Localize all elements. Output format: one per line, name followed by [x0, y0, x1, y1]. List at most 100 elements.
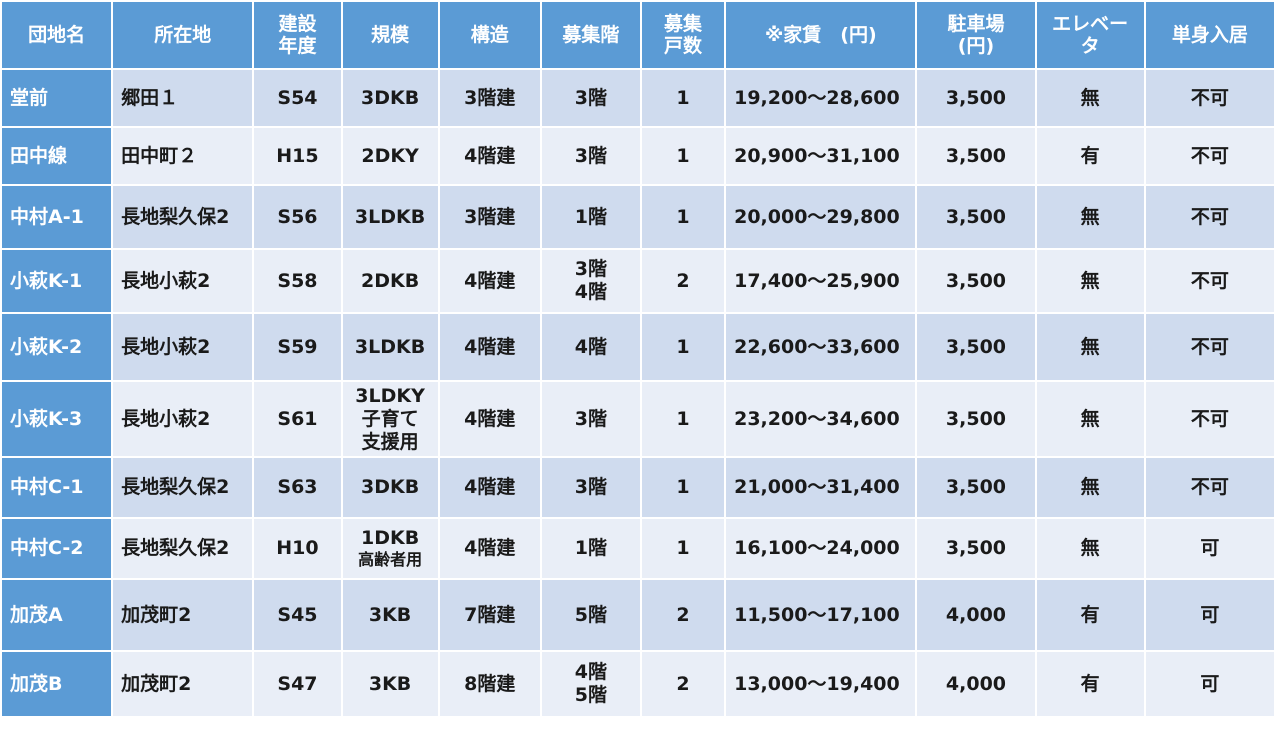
- estate-name-cell: 小萩K-1: [2, 250, 112, 312]
- rent-cell: 22,600～33,600: [726, 314, 916, 380]
- location-cell: 長地小萩2: [113, 250, 253, 312]
- size-cell-line: 3DKB: [360, 86, 420, 109]
- size-cell: 3DKB: [342, 70, 438, 126]
- floor-cell: 4階 5階: [541, 652, 640, 716]
- floor-cell-line: 3階: [574, 86, 607, 109]
- units-cell: 1: [641, 70, 725, 126]
- parking-cell: 3,500: [917, 519, 1035, 578]
- estate-name-cell: 小萩K-2: [2, 314, 112, 380]
- header-parking-line: 駐車場: [947, 13, 1005, 35]
- size-cell: 3LDKB: [342, 314, 438, 380]
- built-year-cell: S61: [254, 382, 341, 456]
- size-cell-line: 3LDKB: [354, 335, 426, 358]
- single-occupancy-cell: 不可: [1145, 186, 1274, 248]
- elevator-cell: 無: [1036, 314, 1144, 380]
- header-size: 規模: [342, 2, 438, 68]
- table-row: 小萩K-1 長地小萩2 S58 2DKB 4階建 3階 4階 2 17,400～25,900 3,…: [2, 250, 1274, 312]
- structure-cell: 4階建: [439, 382, 540, 456]
- floor-cell: 5階: [541, 580, 640, 650]
- structure-cell: 4階建: [439, 250, 540, 312]
- rent-cell: 20,900～31,100: [726, 128, 916, 184]
- rent-cell: 16,100～24,000: [726, 519, 916, 578]
- floor-cell: 3階: [541, 458, 640, 517]
- location-cell: 長地小萩2: [113, 382, 253, 456]
- units-cell: 1: [641, 128, 725, 184]
- estate-name-cell: 中村C-2: [2, 519, 112, 578]
- size-cell-line: 子育て: [361, 407, 419, 430]
- elevator-cell: 有: [1036, 128, 1144, 184]
- floor-cell: 1階: [541, 519, 640, 578]
- header-built-line: 年度: [278, 35, 317, 57]
- size-cell-line: 高齢者用: [358, 550, 423, 569]
- floor-cell-line: 4階: [574, 335, 607, 358]
- size-cell-line: 3LDKY: [355, 384, 425, 407]
- location-cell: 長地梨久保2: [113, 186, 253, 248]
- size-cell-line: 3KB: [368, 672, 412, 695]
- location-cell: 田中町２: [113, 128, 253, 184]
- floor-cell-line: 3階: [574, 258, 607, 280]
- rent-cell: 13,000～19,400: [726, 652, 916, 716]
- parking-cell: 3,500: [917, 186, 1035, 248]
- estate-name-cell: 堂前: [2, 70, 112, 126]
- units-cell: 1: [641, 314, 725, 380]
- floor-cell-line: 4階: [574, 281, 607, 303]
- floor-cell-line: 4階: [574, 661, 607, 683]
- parking-cell: 3,500: [917, 382, 1035, 456]
- floor-cell-line: 3階: [574, 144, 607, 167]
- header-rent: ※家賃 (円): [726, 2, 916, 68]
- location-cell: 長地梨久保2: [113, 519, 253, 578]
- header-structure: 構造: [439, 2, 540, 68]
- floor-cell: 3階: [541, 382, 640, 456]
- size-cell-line: 3KB: [368, 603, 412, 626]
- single-occupancy-cell: 不可: [1145, 128, 1274, 184]
- size-cell: 2DKY: [342, 128, 438, 184]
- table-row: 中村C-2 長地梨久保2 H10 1DKB 高齢者用 4階建 1階 1 16,100～24,00…: [2, 519, 1274, 578]
- header-row: 団地名 所在地 建設 年度 規模 構造 募集階 募集 戸数 ※家賃 (円) 駐車場(…: [2, 2, 1274, 68]
- units-cell: 2: [641, 250, 725, 312]
- rent-cell: 23,200～34,600: [726, 382, 916, 456]
- single-occupancy-cell: 不可: [1145, 314, 1274, 380]
- location-cell: 加茂町2: [113, 580, 253, 650]
- floor-cell-line: 5階: [574, 603, 607, 626]
- size-cell: 3KB: [342, 652, 438, 716]
- size-cell-line: 2DKB: [360, 269, 420, 292]
- parking-cell: 3,500: [917, 458, 1035, 517]
- structure-cell: 3階建: [439, 70, 540, 126]
- structure-cell: 4階建: [439, 128, 540, 184]
- size-cell-line: 2DKY: [361, 144, 419, 167]
- parking-cell: 4,000: [917, 580, 1035, 650]
- floor-cell-line: 1階: [574, 537, 607, 559]
- size-cell-line: 支援用: [361, 430, 419, 453]
- size-cell: 2DKB: [342, 250, 438, 312]
- header-parking: 駐車場 (円): [917, 2, 1035, 68]
- units-cell: 1: [641, 519, 725, 578]
- elevator-cell: 無: [1036, 382, 1144, 456]
- size-cell: 3LDKY 子育て 支援用: [342, 382, 438, 456]
- estate-name-cell: 小萩K-3: [2, 382, 112, 456]
- rent-cell: 17,400～25,900: [726, 250, 916, 312]
- structure-cell: 4階建: [439, 458, 540, 517]
- elevator-cell: 無: [1036, 519, 1144, 578]
- structure-cell: 8階建: [439, 652, 540, 716]
- structure-cell: 4階建: [439, 519, 540, 578]
- single-occupancy-cell: 不可: [1145, 458, 1274, 517]
- header-location: 所在地: [113, 2, 253, 68]
- single-occupancy-cell: 可: [1145, 652, 1274, 716]
- built-year-cell: S45: [254, 580, 341, 650]
- elevator-cell: 無: [1036, 458, 1144, 517]
- single-occupancy-cell: 不可: [1145, 250, 1274, 312]
- header-name: 団地名: [2, 2, 112, 68]
- single-occupancy-cell: 不可: [1145, 70, 1274, 126]
- single-occupancy-cell: 可: [1145, 519, 1274, 578]
- floor-cell: 3階: [541, 70, 640, 126]
- built-year-cell: S56: [254, 186, 341, 248]
- units-cell: 2: [641, 652, 725, 716]
- table-row: 堂前 郷田１ S54 3DKB 3階建 3階 1 19,200～28,600 3,500 無不可: [2, 70, 1274, 126]
- header-single: 単身入居: [1145, 2, 1274, 68]
- floor-cell: 1階: [541, 186, 640, 248]
- estate-name-cell: 加茂B: [2, 652, 112, 716]
- header-elevator: エレベータ: [1036, 2, 1144, 68]
- parking-cell: 3,500: [917, 128, 1035, 184]
- size-cell: 3KB: [342, 580, 438, 650]
- structure-cell: 7階建: [439, 580, 540, 650]
